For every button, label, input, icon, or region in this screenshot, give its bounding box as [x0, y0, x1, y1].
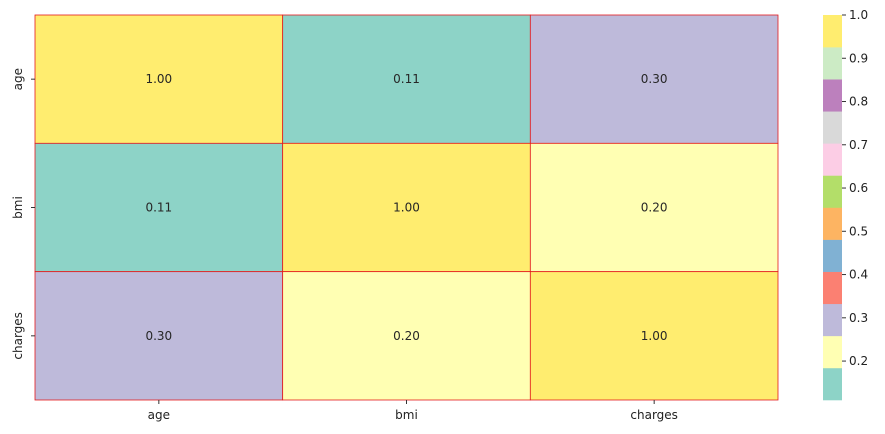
y-tick-label: bmi	[11, 196, 25, 219]
heatmap-cell-bmi-charges	[529, 142, 779, 273]
colorbar-bin	[823, 47, 842, 80]
colorbar-bin	[823, 15, 842, 48]
heatmap-cell-age-bmi	[282, 14, 531, 144]
heatmap-cell-labels: 1.00 0.11 0.30 0.11 1.00 0.20 0.30 0.20 1.00	[145, 72, 667, 343]
cell-value-label: 0.20	[641, 201, 668, 215]
cell-value-label: 0.11	[145, 201, 172, 215]
colorbar-tick-label: 0.2	[849, 354, 868, 368]
heatmap-cells	[34, 14, 779, 401]
colorbar: 0.2 0.3 0.4 0.5 0.6 0.7 0.8 0.9 1.0	[823, 8, 868, 401]
cell-value-label: 0.11	[393, 72, 420, 86]
colorbar-tick-label: 0.9	[849, 51, 868, 65]
heatmap-cell-bmi-bmi	[282, 142, 531, 273]
colorbar-bin	[823, 79, 842, 112]
colorbar-tick-label: 0.4	[849, 268, 868, 282]
colorbar-bin	[823, 143, 842, 176]
colorbar-tick-label: 0.8	[849, 95, 868, 109]
heatmap-cell-charges-age	[34, 271, 284, 401]
cell-value-label: 1.00	[393, 201, 420, 215]
colorbar-bin	[823, 367, 842, 401]
cell-value-label: 1.00	[641, 329, 668, 343]
cell-value-label: 0.20	[393, 329, 420, 343]
x-tick-label: bmi	[395, 408, 418, 422]
x-axis: age bmi charges	[148, 400, 678, 422]
colorbar-bin	[823, 175, 842, 208]
cell-value-label: 1.00	[145, 72, 172, 86]
colorbar-tick-label: 0.3	[849, 311, 868, 325]
colorbar-bin	[823, 239, 842, 272]
colorbar-tick-label: 0.7	[849, 138, 868, 152]
colorbar-bin	[823, 111, 842, 144]
y-tick-label: age	[11, 68, 25, 90]
heatmap-cell-bmi-age	[34, 142, 284, 273]
colorbar-tick-label: 1.0	[849, 8, 868, 22]
colorbar-bin	[823, 207, 842, 240]
colorbar-bin	[823, 271, 842, 305]
heatmap-cell-charges-bmi	[282, 271, 531, 401]
cell-value-label: 0.30	[145, 329, 172, 343]
y-axis: age bmi charges	[11, 68, 35, 360]
colorbar-tick-label: 0.5	[849, 224, 868, 238]
x-tick-label: age	[148, 408, 170, 422]
y-tick-label: charges	[11, 312, 25, 360]
x-tick-label: charges	[630, 408, 678, 422]
heatmap-cell-age-charges	[529, 14, 779, 144]
cell-value-label: 0.30	[641, 72, 668, 86]
colorbar-bin	[823, 303, 842, 337]
heatmap-cell-age-age	[34, 14, 284, 144]
colorbar-bin	[823, 335, 842, 369]
colorbar-tick-label: 0.6	[849, 181, 868, 195]
